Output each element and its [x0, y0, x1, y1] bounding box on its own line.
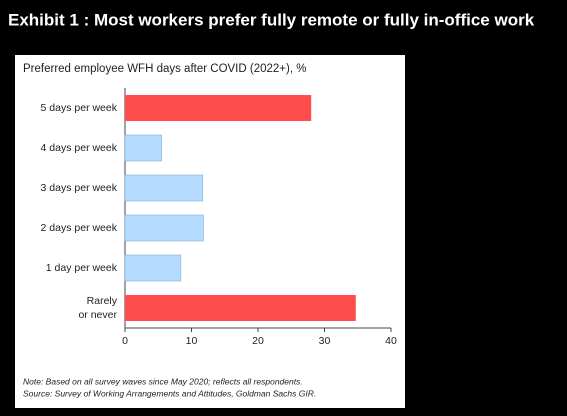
x-tick-label: 20 — [252, 335, 264, 347]
bar — [124, 254, 182, 282]
x-tick-label: 10 — [186, 335, 198, 347]
y-tick-label: 2 days per week — [40, 222, 117, 234]
x-tick-label: 40 — [385, 335, 397, 347]
chart-subtitle: Preferred employee WFH days after COVID … — [23, 63, 306, 75]
y-tick-label: 1 day per week — [45, 262, 117, 274]
x-tick-label: 0 — [122, 335, 128, 347]
bar — [125, 95, 312, 121]
y-tick-label: 5 days per week — [40, 102, 117, 114]
note: Note: Based on all survey waves since Ma… — [23, 376, 303, 386]
y-tick-label: Rarely or never — [78, 295, 117, 321]
bar — [124, 134, 162, 162]
x-tick-label: 30 — [319, 335, 331, 347]
y-tick-label: 4 days per week — [40, 142, 117, 154]
bar — [124, 174, 204, 202]
source: Source: Survey of Working Arrangements a… — [23, 388, 316, 398]
chart-title: Exhibit 1 : Most workers prefer fully re… — [8, 10, 535, 29]
bar — [124, 214, 204, 242]
y-tick-label: 3 days per week — [40, 182, 117, 194]
bar — [125, 295, 356, 321]
